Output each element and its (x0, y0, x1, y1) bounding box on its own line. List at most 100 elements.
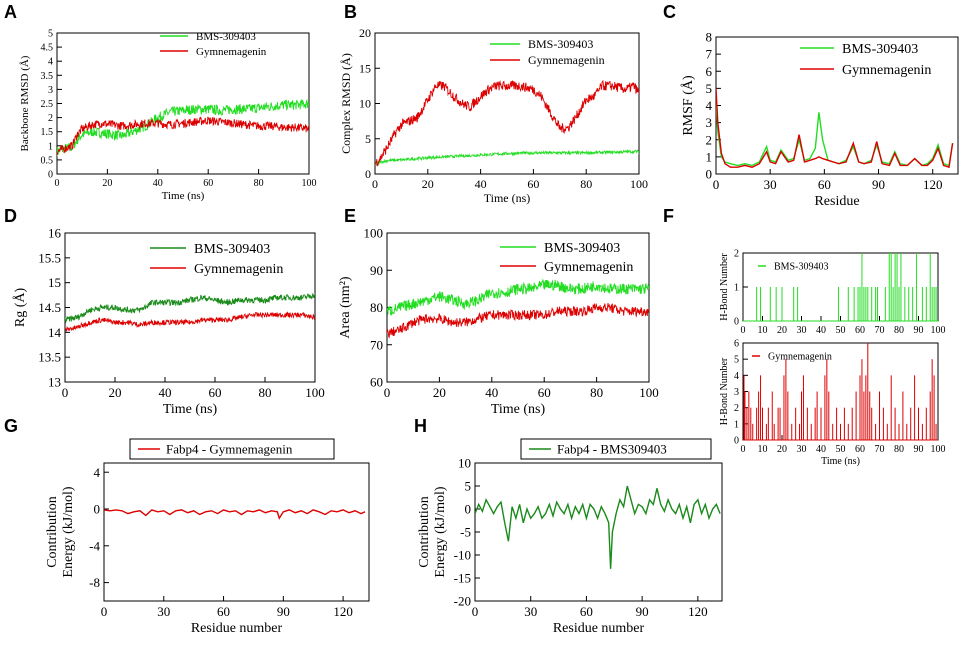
x-tick-label: 120 (333, 604, 353, 619)
x-tick-label: 90 (277, 604, 290, 619)
x-tick-label: 60 (209, 385, 222, 400)
legend-label: Gymnemagenin (196, 46, 267, 58)
x-tick-label: 0 (372, 177, 378, 191)
y-tick-label: -8 (89, 575, 100, 590)
y-tick-label: 1.5 (41, 127, 54, 138)
y-tick-label: -5 (460, 525, 471, 540)
y-tick-label: 20 (359, 26, 371, 40)
y-tick-label: 5 (706, 81, 713, 96)
x-axis-label: Residue number (553, 621, 645, 636)
plot-frame (103, 462, 370, 602)
series-line-bms-309403 (387, 278, 649, 316)
y-axis-label: Area (nm²) (338, 276, 353, 338)
y-tick-label: 5 (365, 132, 371, 146)
y-tick-label: 3.5 (41, 71, 54, 82)
y-tick-label: 1 (734, 419, 739, 430)
y-tick-label: 13 (48, 375, 61, 390)
y-tick-label: -15 (454, 571, 471, 586)
y-axis-label: H-Bond Number (719, 357, 730, 425)
series-line-fabp4-bms309403 (475, 485, 721, 569)
x-tick-label: 30 (797, 444, 807, 455)
y-axis-label: Complex RMSD (Å) (339, 53, 353, 154)
y-tick-label: 14.5 (38, 300, 61, 315)
plot-frame (474, 462, 723, 602)
x-tick-label: 20 (777, 444, 787, 455)
x-axis-label: Time (ns) (162, 190, 205, 202)
chart-f2: 0 10 20 30 40 50 60 70 80 90 100 0 1 2 3 4 5 6 Time (ns) H-… (719, 339, 946, 468)
x-tick-label: 0 (741, 325, 746, 336)
x-tick-label: 50 (836, 325, 846, 336)
x-tick-label: 60 (203, 178, 213, 189)
series-line-gymnemagenin (387, 303, 649, 339)
y-tick-label: 1 (706, 149, 713, 164)
x-axis-label: Residue (814, 194, 859, 209)
series-line-gymnemagenin (65, 311, 315, 332)
x-tick-label: 90 (872, 177, 885, 192)
panel-label-a: A (4, 2, 17, 22)
series-line-bms-309403 (716, 102, 954, 167)
x-axis-label: Time (ns) (163, 402, 218, 417)
x-tick-label: 30 (524, 604, 537, 619)
series-line-fabp4-gymnemagenin (104, 509, 366, 520)
x-tick-label: 90 (914, 444, 924, 455)
y-tick-label: 90 (370, 263, 383, 278)
panel-label-b: B (344, 2, 357, 22)
y-axis-label: Backbone RMSD (Å) (19, 55, 31, 151)
panel-label-h: H (414, 416, 427, 436)
x-axis-label: Time (ns) (484, 191, 531, 205)
x-tick-label: 0 (101, 604, 108, 619)
x-axis-label: Time (ns) (821, 456, 860, 467)
legend-label: Gymnemagenin (768, 352, 832, 363)
x-tick-label: 10 (758, 444, 768, 455)
x-tick-label: 20 (102, 178, 112, 189)
x-axis-label: Residue number (191, 621, 283, 636)
x-tick-label: 80 (254, 178, 264, 189)
y-tick-label: 80 (370, 300, 383, 315)
x-tick-label: 30 (797, 325, 807, 336)
series-line-gymnemagenin (716, 88, 954, 169)
series-line-gymnemagenin (57, 116, 309, 155)
x-tick-label: 100 (302, 178, 317, 189)
y-tick-label: 5 (48, 29, 53, 40)
y-tick-label: 15 (359, 61, 371, 75)
x-tick-label: 30 (764, 177, 777, 192)
x-tick-label: 60 (217, 604, 230, 619)
x-tick-label: 100 (639, 385, 659, 400)
series-line-bms-309403 (57, 98, 309, 157)
legend-box (129, 438, 335, 460)
x-tick-label: 60 (855, 444, 865, 455)
y-tick-label: 6 (706, 64, 713, 79)
y-tick-label: 0 (365, 167, 371, 181)
y-tick-label: -10 (454, 548, 471, 563)
legend-label: BMS-309403 (196, 31, 256, 43)
x-tick-label: 100 (630, 177, 648, 191)
y-tick-label: 60 (370, 375, 383, 390)
y-axis-label: H-Bond Number (719, 253, 730, 321)
x-tick-label: 40 (816, 325, 826, 336)
y-axis-label: ContributionEnergy (kJ/mol) (45, 486, 76, 577)
y-tick-label: 1 (734, 283, 739, 294)
y-tick-label: 10 (458, 456, 471, 471)
y-tick-label: 8 (706, 30, 713, 45)
x-tick-label: 120 (688, 604, 708, 619)
legend-label: Gymnemagenin (842, 63, 931, 78)
x-tick-label: 70 (875, 444, 885, 455)
x-tick-label: 60 (580, 604, 593, 619)
y-tick-label: 5 (465, 479, 472, 494)
x-tick-label: 50 (836, 444, 846, 455)
chart-b: 0 20 40 60 80 100 0 5 10 15 20 Time (ns) Complex RMS… (339, 26, 648, 205)
legend-label: Gymnemagenin (544, 260, 633, 275)
x-tick-label: 90 (636, 604, 649, 619)
x-tick-label: 60 (527, 177, 539, 191)
y-tick-label: 4 (734, 371, 739, 382)
y-tick-label: 2.5 (41, 99, 54, 110)
legend-label: BMS-309403 (528, 37, 593, 51)
x-tick-label: 20 (422, 177, 434, 191)
y-tick-label: 16 (48, 226, 62, 241)
y-tick-label: 0 (734, 436, 739, 447)
x-tick-label: 20 (109, 385, 122, 400)
legend-box (520, 438, 712, 460)
x-tick-label: 100 (305, 385, 325, 400)
